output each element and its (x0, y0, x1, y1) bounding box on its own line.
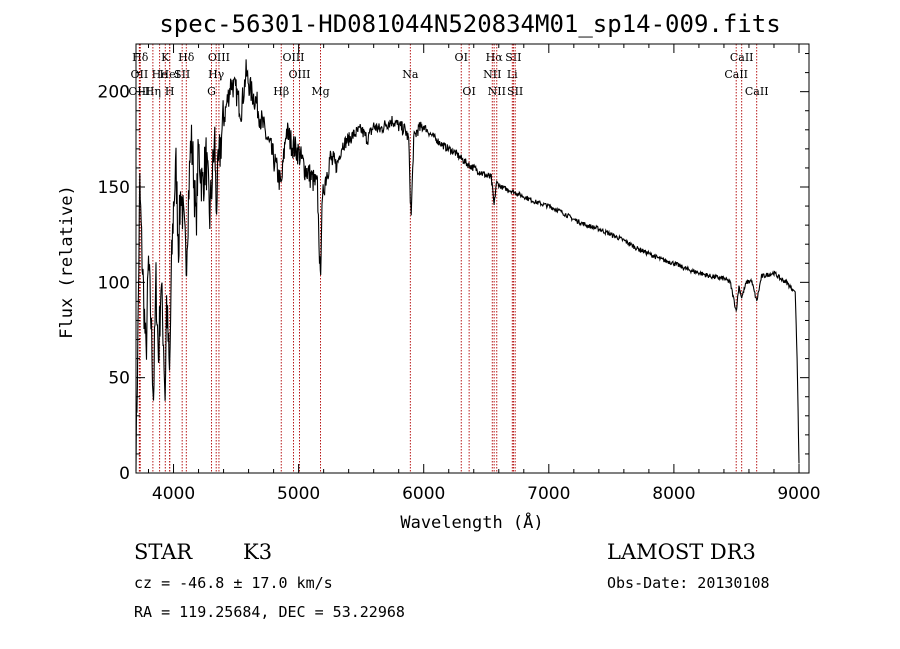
chart-title: spec-56301-HD081044N520834M01_sp14-009.f… (159, 10, 780, 38)
x-tick-label: 7000 (527, 484, 570, 504)
y-axis-label: Flux (relative) (57, 185, 77, 339)
y-tick-label: 100 (98, 273, 130, 293)
x-tick-label: 8000 (652, 484, 695, 504)
x-axis: 4000 5000 6000 7000 8000 9000 (148, 44, 821, 504)
line-marker-label: OIII (288, 68, 310, 81)
y-tick-label: 150 (98, 178, 130, 198)
line-marker-label: Hδ (132, 51, 149, 64)
line-marker-label: SII (507, 85, 523, 98)
line-marker-label: K (161, 51, 170, 64)
y-tick-label: 200 (98, 83, 130, 103)
plot-frame (135, 43, 810, 474)
obs-date: Obs-Date: 20130108 (607, 574, 770, 592)
object-type: STAR (134, 540, 193, 564)
line-marker-label: CaII (745, 85, 769, 98)
y-tick-label: 50 (108, 369, 130, 389)
line-marker-label: G (207, 85, 216, 98)
line-marker-label: CaII (724, 68, 748, 81)
line-marker-label: SII (174, 68, 190, 81)
line-marker-label: He (152, 68, 168, 81)
line-marker-label: Mg (311, 85, 329, 98)
line-marker-label: OIII (208, 51, 230, 64)
line-marker-label: OI (455, 51, 468, 64)
line-marker-label: Li (507, 68, 518, 81)
x-tick-label: 6000 (402, 484, 445, 504)
x-axis-label: Wavelength (Å) (400, 511, 543, 533)
line-marker-label: OI (462, 85, 475, 98)
flux-series-line (135, 59, 800, 472)
coordinates: RA = 119.25684, DEC = 53.22968 (134, 603, 405, 621)
line-marker-label: Hη (145, 85, 161, 98)
line-marker-label: CaII (730, 51, 754, 64)
line-marker-label: Hδ (178, 51, 195, 64)
x-tick-label: 5000 (277, 484, 320, 504)
line-marker-label: OIII (282, 51, 304, 64)
y-tick-label: 0 (119, 464, 130, 484)
x-tick-label: 9000 (777, 484, 820, 504)
line-marker-label: Na (402, 68, 419, 81)
line-marker-label: NII (483, 68, 501, 81)
line-marker-label: Hγ (208, 68, 225, 81)
subclass: K3 (243, 540, 273, 564)
line-marker-label: NII (488, 85, 506, 98)
line-marker-label: Hβ (273, 85, 289, 98)
line-marker-label: SII (505, 51, 521, 64)
line-marker-label: H (165, 85, 175, 98)
y-axis: 0 50 100 150 200 (98, 53, 809, 484)
x-tick-label: 4000 (152, 484, 195, 504)
survey-name: LAMOST DR3 (607, 540, 756, 564)
line-marker-label: Hα (486, 51, 504, 64)
redshift-cz: cz = -46.8 ± 17.0 km/s (134, 574, 333, 592)
